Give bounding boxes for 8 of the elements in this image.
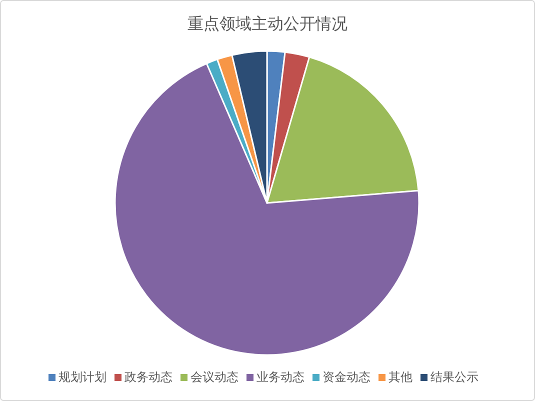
legend-label: 资金动态 [322, 370, 370, 384]
legend-label: 业务动态 [256, 370, 304, 384]
legend-label: 政务动态 [124, 370, 172, 384]
legend-label: 其他 [388, 370, 412, 384]
legend-label: 结果公示 [430, 370, 478, 384]
chart-title: 重点领域主动公开情况 [188, 14, 348, 33]
legend-label: 规划计划 [58, 370, 106, 384]
legend-label: 会议动态 [190, 370, 238, 384]
